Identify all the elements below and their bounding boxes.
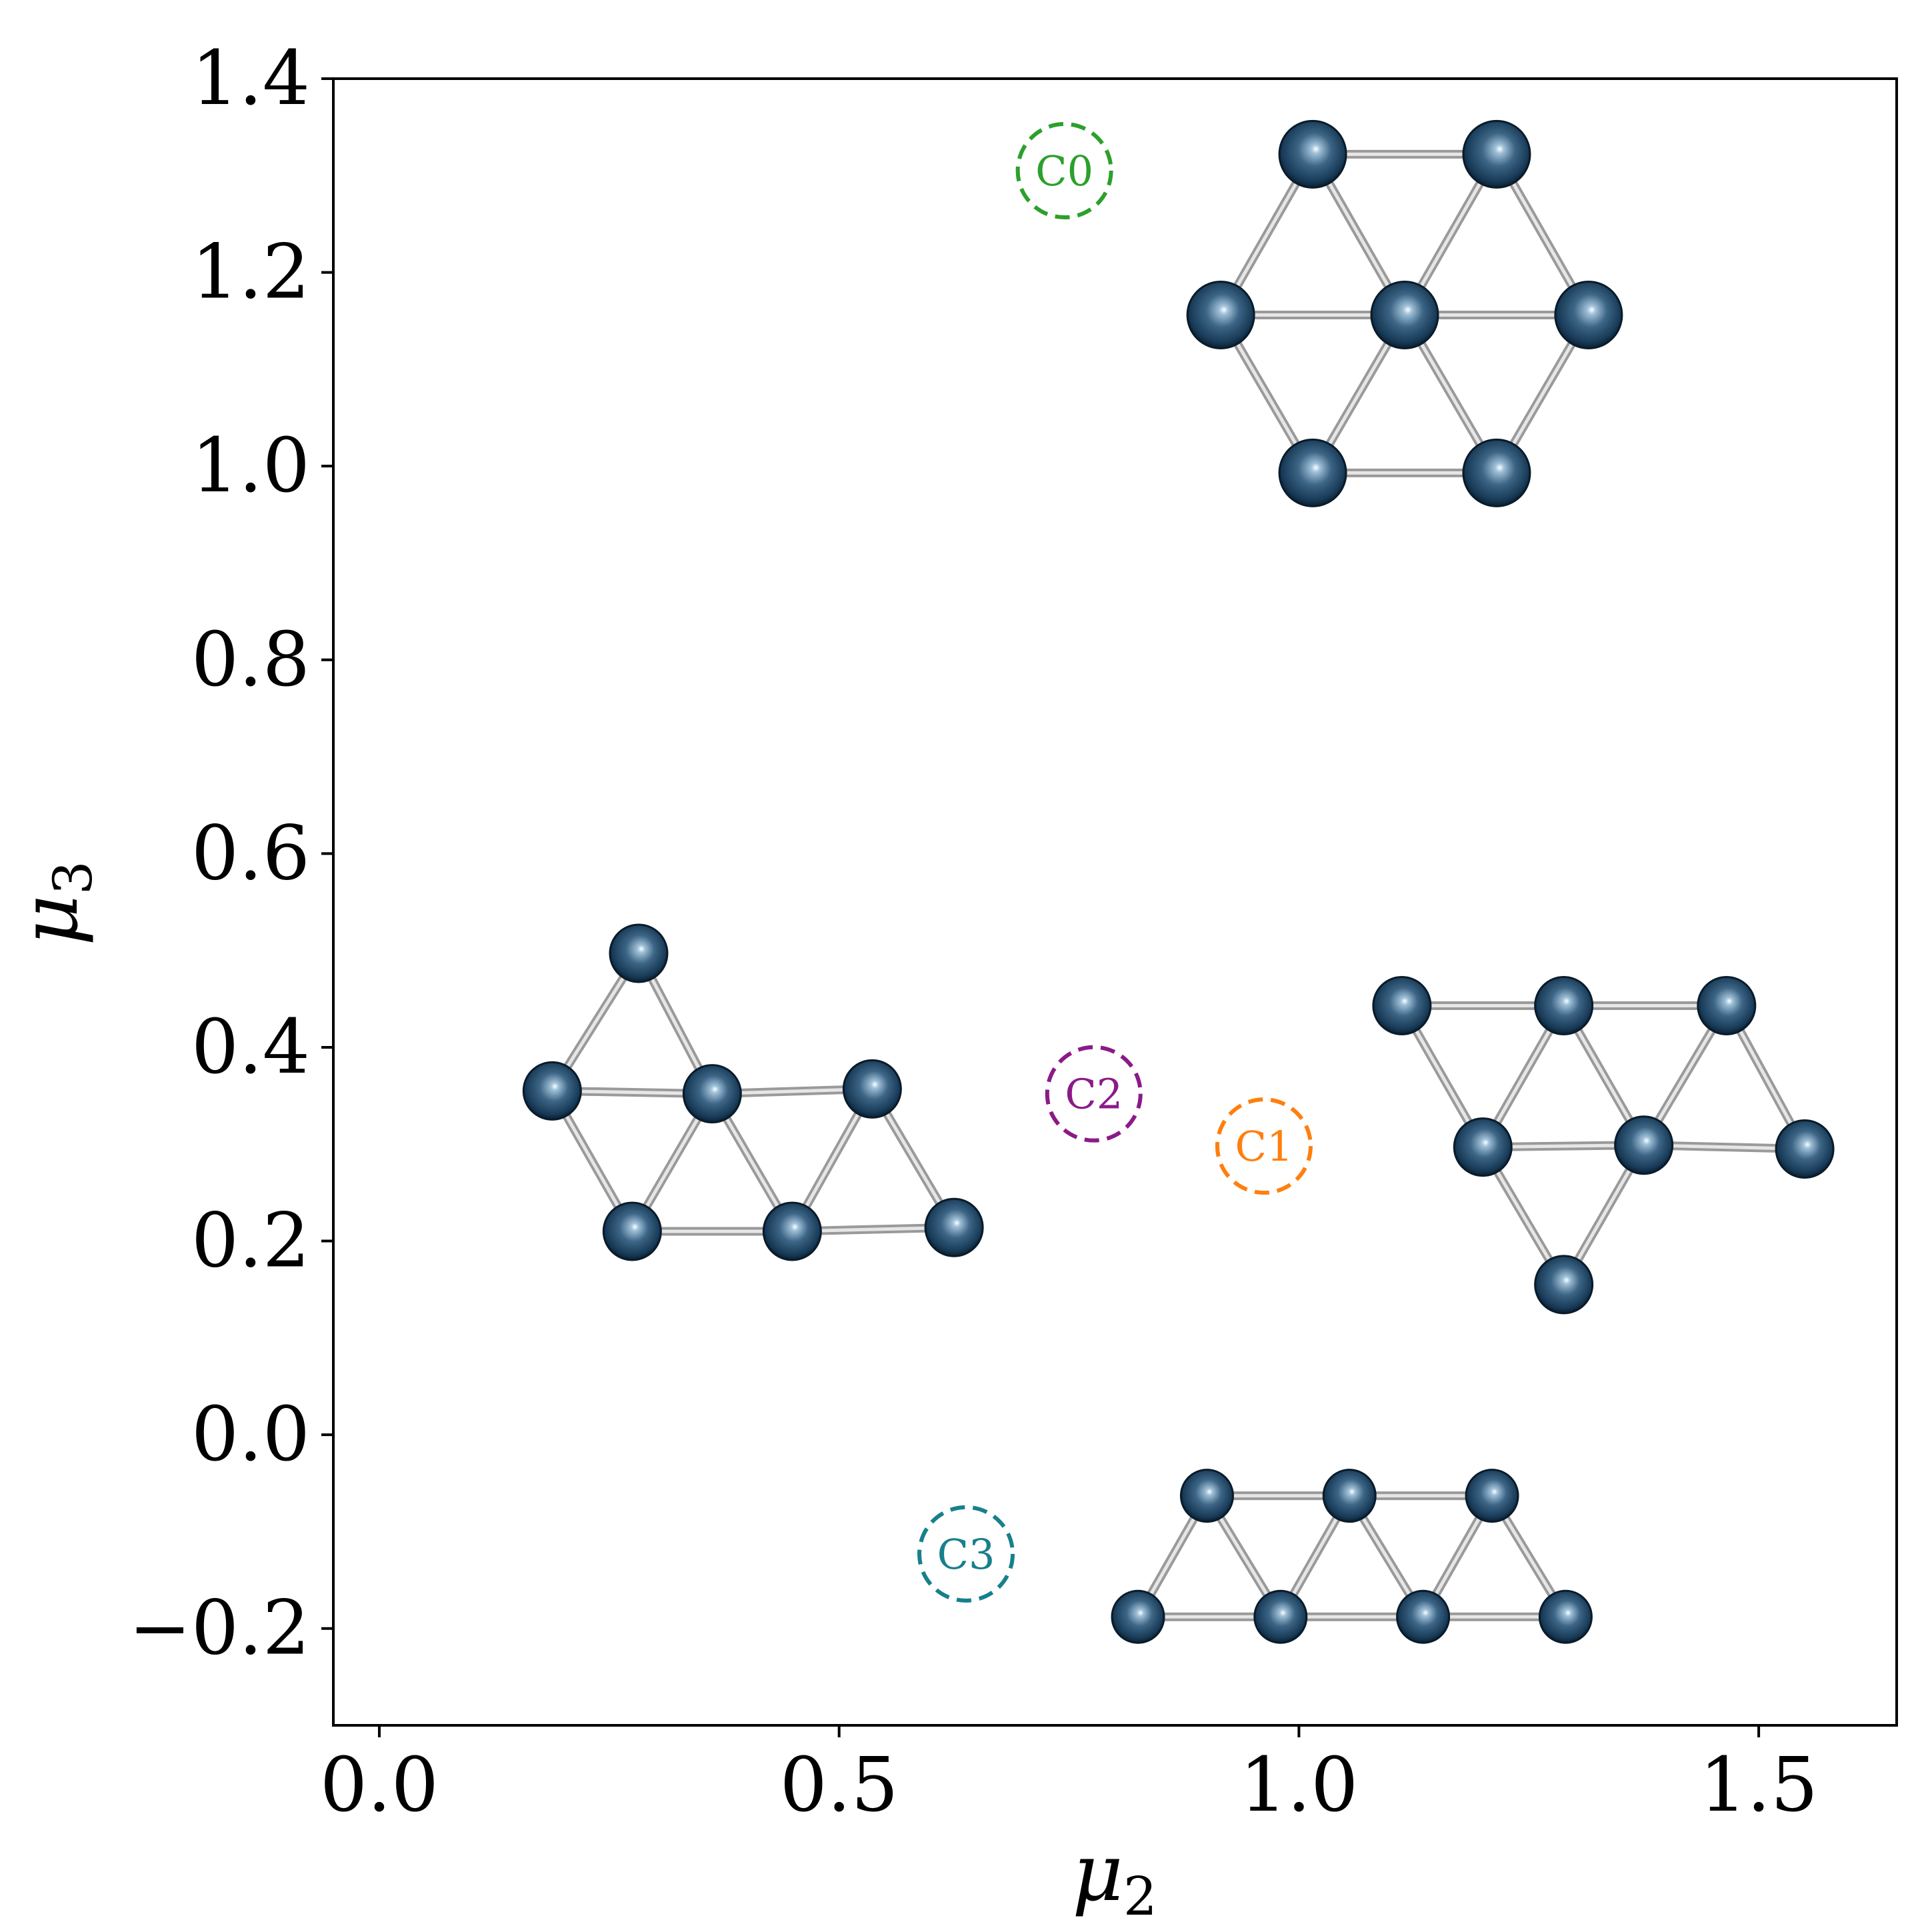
marker-c1: C1 xyxy=(1215,1097,1313,1195)
y-tick-label: 0.2 xyxy=(191,1198,310,1285)
marker-circle xyxy=(1045,1045,1143,1143)
marker-label: C1 xyxy=(1235,1122,1293,1171)
y-tick-label: 1.4 xyxy=(191,35,310,122)
marker-c0: C0 xyxy=(1015,122,1113,220)
atom xyxy=(1370,281,1439,350)
y-axis-ticks: −0.2 0.0 0.2 0.4 0.6 0.8 1.0 1.2 1.4 xyxy=(129,35,333,1672)
atom xyxy=(1534,1255,1594,1315)
atom xyxy=(1775,1119,1835,1179)
atom xyxy=(609,923,669,983)
atom xyxy=(1697,975,1757,1035)
atom xyxy=(1322,1469,1377,1523)
atom xyxy=(1278,119,1347,189)
marker-c2: C2 xyxy=(1045,1045,1143,1143)
atom xyxy=(842,1059,902,1119)
atom xyxy=(924,1197,984,1257)
cluster-markers: C0 C1 C2 C3 xyxy=(917,122,1313,1603)
y-tick-label: 1.0 xyxy=(191,423,310,509)
atom xyxy=(762,1201,822,1261)
structure-1 xyxy=(1186,119,1623,507)
atom xyxy=(1372,975,1432,1035)
x-tick-label: 0.0 xyxy=(320,1742,439,1829)
atom xyxy=(1462,119,1531,189)
atom xyxy=(602,1201,662,1261)
atom xyxy=(1614,1115,1674,1175)
atom xyxy=(1186,281,1255,350)
atom xyxy=(522,1061,582,1121)
atom xyxy=(1538,1589,1593,1644)
atom xyxy=(1465,1469,1519,1523)
y-tick-label: 1.2 xyxy=(191,229,310,316)
structure-4 xyxy=(1111,1469,1593,1644)
atom xyxy=(1396,1589,1451,1644)
y-axis-label: μ3 xyxy=(3,861,104,946)
structure-3 xyxy=(1372,975,1835,1315)
plot-frame xyxy=(332,77,1898,1727)
x-axis-ticks: 0.0 0.5 1.0 1.5 xyxy=(320,1725,1818,1829)
atomic-structures xyxy=(522,119,1835,1644)
atom xyxy=(1179,1469,1234,1523)
atom xyxy=(1111,1589,1165,1644)
x-tick-label: 1.0 xyxy=(1239,1742,1358,1829)
atom xyxy=(1453,1117,1513,1177)
marker-circle xyxy=(917,1505,1015,1603)
atom xyxy=(1534,975,1594,1035)
x-axis-label: μ2 xyxy=(1072,1827,1157,1918)
y-tick-label: 0.0 xyxy=(191,1391,310,1478)
marker-circle xyxy=(1215,1097,1313,1195)
marker-c3: C3 xyxy=(917,1505,1015,1603)
y-tick-label: 0.8 xyxy=(191,617,310,703)
atom xyxy=(1278,438,1347,507)
marker-circle xyxy=(1015,122,1113,220)
y-tick-label: 0.4 xyxy=(191,1004,310,1091)
atom xyxy=(682,1064,742,1124)
atom xyxy=(1462,438,1531,507)
y-tick-label: 0.6 xyxy=(191,810,310,897)
structure-2 xyxy=(522,923,984,1261)
x-tick-label: 1.5 xyxy=(1699,1742,1818,1829)
atom xyxy=(1554,281,1623,350)
marker-label: C0 xyxy=(1035,147,1093,195)
y-tick-label: −0.2 xyxy=(129,1585,310,1672)
x-tick-label: 0.5 xyxy=(780,1742,899,1829)
atom xyxy=(1253,1589,1308,1644)
marker-label: C3 xyxy=(937,1530,995,1579)
marker-label: C2 xyxy=(1065,1070,1123,1119)
